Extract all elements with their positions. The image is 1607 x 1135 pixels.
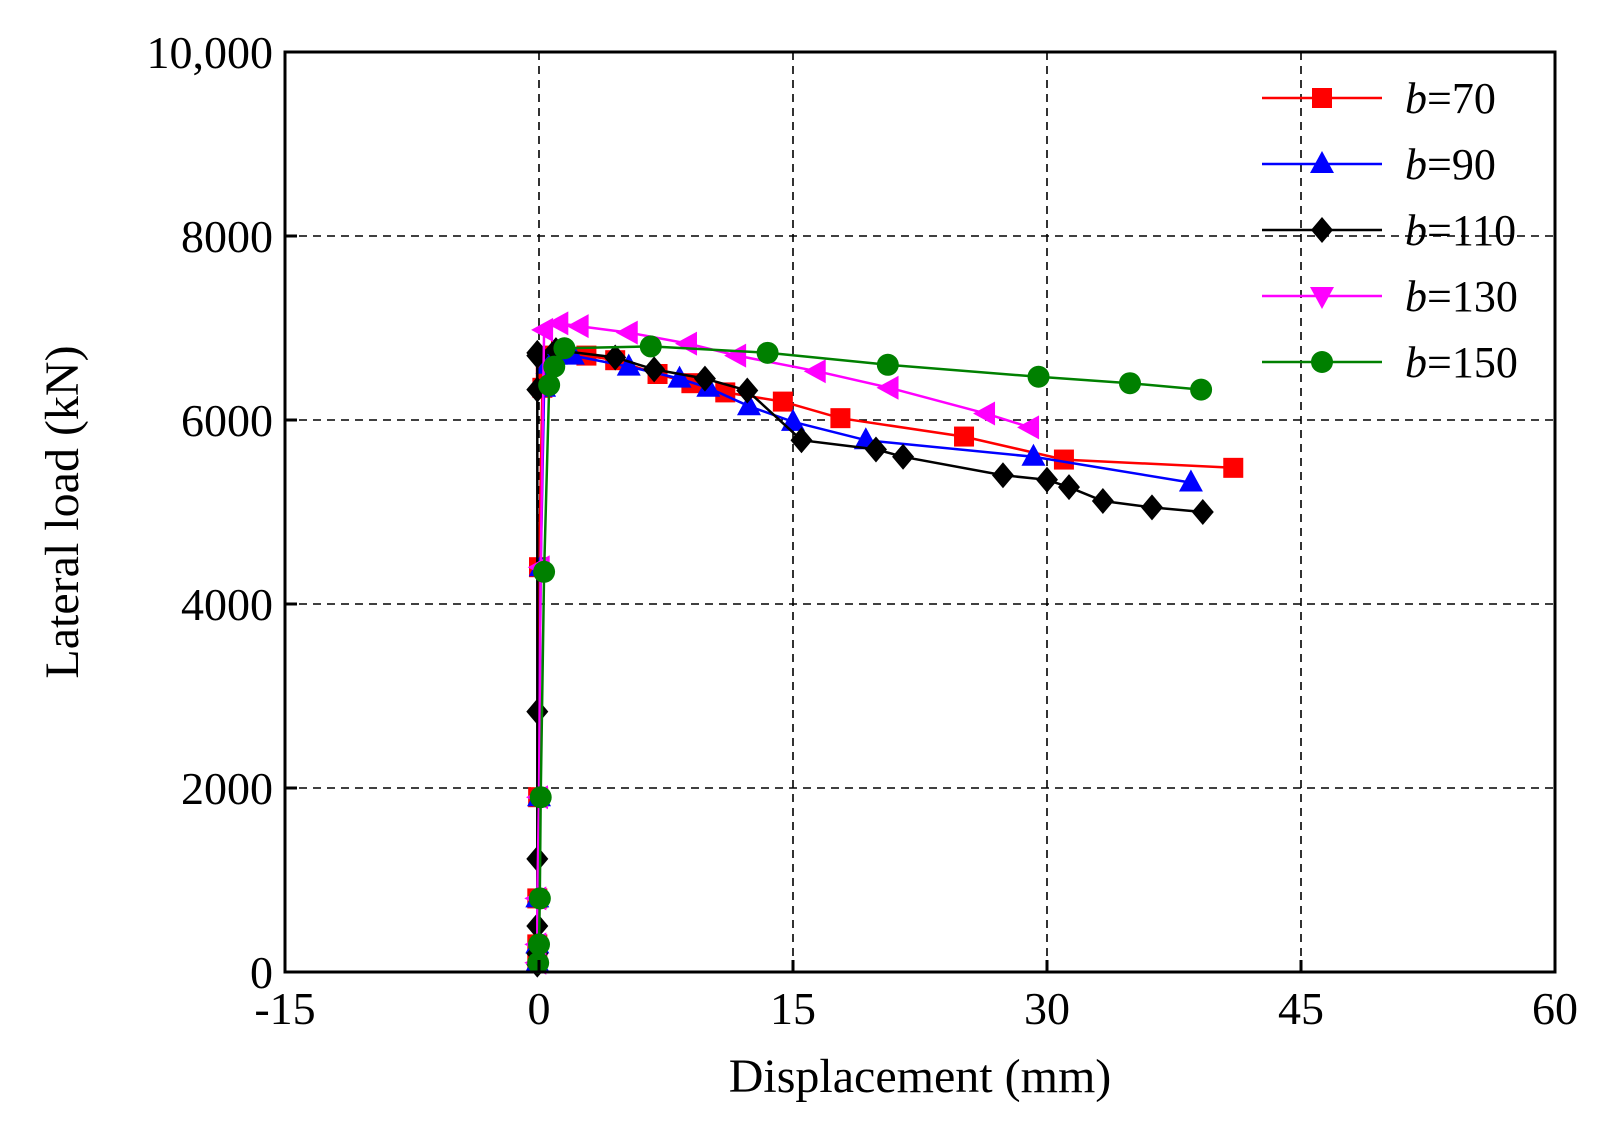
legend-marker — [1310, 151, 1334, 173]
x-tick-label: 60 — [1532, 983, 1578, 1034]
data-point — [615, 320, 638, 345]
y-tick-label: 2000 — [181, 763, 273, 814]
data-point — [1190, 378, 1213, 401]
legend-label-value: =110 — [1427, 206, 1516, 255]
series-0 — [527, 341, 1244, 973]
data-point — [1017, 415, 1040, 440]
x-tick-label: -15 — [254, 983, 315, 1034]
legend-item: b=70 — [1262, 74, 1496, 123]
x-tick-label: 0 — [528, 983, 551, 1034]
legend-marker — [1310, 287, 1334, 309]
data-point — [1223, 457, 1244, 478]
data-point — [1027, 365, 1050, 388]
data-point — [531, 317, 554, 342]
legend-label: b=110 — [1405, 206, 1516, 255]
data-point — [543, 355, 566, 378]
legend-item: b=90 — [1262, 140, 1496, 189]
data-point — [1058, 474, 1081, 501]
data-point — [1191, 499, 1214, 525]
data-point — [864, 436, 887, 463]
legend-label-value: =90 — [1427, 140, 1496, 189]
data-point — [528, 887, 551, 910]
legend-marker — [1312, 88, 1332, 108]
series-4 — [527, 335, 1213, 974]
data-point — [533, 560, 556, 583]
legend-item: b=110 — [1262, 206, 1516, 255]
legend-label-var: b — [1405, 338, 1427, 387]
ticks — [283, 50, 1557, 974]
data-point — [876, 375, 899, 400]
data-point — [675, 331, 698, 356]
data-point — [526, 698, 549, 725]
data-point — [892, 443, 915, 470]
data-point — [954, 426, 975, 447]
y-tick-label: 6000 — [181, 395, 273, 446]
x-tick-label: 45 — [1278, 983, 1324, 1034]
data-point — [790, 427, 813, 454]
legend-item: b=150 — [1262, 338, 1518, 387]
series-2 — [526, 337, 1214, 978]
data-point — [830, 408, 851, 429]
data-point — [876, 353, 899, 376]
legend-label-value: =130 — [1427, 272, 1518, 321]
legend-label: b=70 — [1405, 74, 1496, 123]
legend-item: b=130 — [1262, 272, 1518, 321]
data-point — [1178, 469, 1203, 492]
data-point — [756, 341, 779, 364]
x-axis-title: Displacement (mm) — [729, 1050, 1112, 1103]
data-point — [604, 344, 627, 371]
data-point — [529, 786, 552, 809]
legend-label-var: b — [1405, 74, 1427, 123]
y-tick-label: 10,000 — [147, 27, 274, 78]
legend-label-value: =70 — [1427, 74, 1496, 123]
series-1 — [525, 342, 1203, 972]
legend-label: b=130 — [1405, 272, 1518, 321]
legend-label-value: =150 — [1427, 338, 1518, 387]
data-point — [528, 933, 550, 956]
legend-marker — [1311, 351, 1333, 373]
data-point — [1118, 372, 1141, 395]
legend-label-var: b — [1405, 206, 1427, 255]
data-point — [553, 337, 576, 360]
data-point — [643, 356, 666, 383]
data-point — [639, 335, 662, 358]
y-tick-label: 4000 — [181, 579, 273, 630]
data-point — [667, 365, 692, 388]
data-point — [693, 365, 716, 392]
series-layer — [524, 311, 1244, 978]
y-axis-title: Lateral load (kN) — [36, 345, 89, 678]
legend-label: b=90 — [1405, 140, 1496, 189]
data-point — [803, 359, 826, 384]
y-tick-label: 8000 — [181, 211, 273, 262]
series-line — [536, 348, 1203, 965]
data-point — [736, 393, 761, 416]
legend-label-var: b — [1405, 272, 1427, 321]
data-point — [538, 374, 561, 397]
data-point — [973, 401, 996, 426]
x-tick-label: 30 — [1024, 983, 1070, 1034]
data-point — [1036, 466, 1058, 493]
plot-frame — [283, 50, 1557, 974]
data-point — [546, 311, 569, 336]
data-point — [1091, 487, 1114, 514]
data-point — [566, 314, 589, 339]
data-point — [616, 353, 641, 376]
data-point — [724, 343, 747, 368]
data-point — [1021, 443, 1046, 466]
data-point — [1053, 449, 1074, 470]
legend-marker — [1311, 217, 1333, 243]
data-point — [772, 391, 793, 412]
grid — [285, 52, 1555, 972]
data-point — [736, 377, 759, 404]
legend-label-var: b — [1405, 140, 1427, 189]
legend-label: b=150 — [1405, 338, 1518, 387]
x-tick-label: 15 — [770, 983, 816, 1034]
data-point — [1140, 494, 1163, 521]
y-tick-label: 0 — [250, 947, 273, 998]
data-point — [991, 462, 1014, 489]
